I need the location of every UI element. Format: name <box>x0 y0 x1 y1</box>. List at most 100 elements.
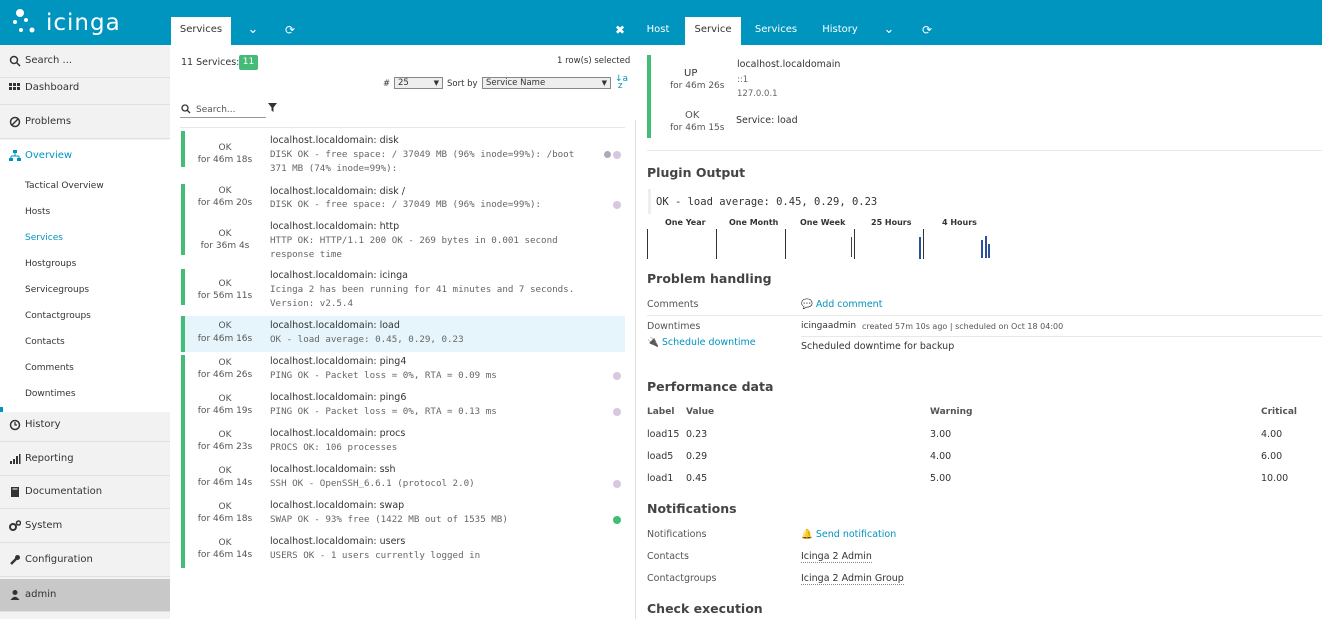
service-since: for 36m 4s <box>200 241 250 251</box>
sidebar-sub-servicegroups[interactable]: Servicegroups <box>0 277 170 303</box>
sidebar-sub-comments[interactable]: Comments <box>0 355 170 381</box>
sidebar-sub-contactgroups[interactable]: Contactgroups <box>0 303 170 329</box>
service-name[interactable]: localhost.localdomain: http <box>270 221 400 232</box>
host-name[interactable]: localhost.localdomain <box>737 59 841 70</box>
state-bar <box>181 316 185 352</box>
sidebar-sub-downtimes[interactable]: Downtimes <box>0 381 170 407</box>
table-row[interactable]: OK for 46m 23s localhost.localdomain: pr… <box>180 427 625 463</box>
table-row[interactable]: OK for 46m 18s localhost.localdomain: sw… <box>180 499 625 535</box>
service-state: OK <box>218 502 232 512</box>
service-output: DISK OK - free space: / 37049 MB (96% in… <box>270 149 575 160</box>
tab-services[interactable]: Services <box>754 24 798 35</box>
dashboard-icon <box>9 83 20 90</box>
service-name[interactable]: localhost.localdomain: procs <box>270 428 406 439</box>
service-state: OK <box>218 229 232 239</box>
filter-icon[interactable] <box>268 103 277 112</box>
perf-warning: 5.00 <box>930 473 952 484</box>
search-input-field[interactable]: Search... <box>180 102 266 118</box>
table-row[interactable]: OK for 56m 11s localhost.localdomain: ic… <box>180 269 625 309</box>
refresh-icon[interactable]: ⟳ <box>921 23 933 37</box>
service-output: OK - load average: 0.45, 0.29, 0.23 <box>270 334 464 345</box>
sidebar-sub-contacts[interactable]: Contacts <box>0 329 170 355</box>
close-icon[interactable]: ✖ <box>614 23 626 37</box>
table-row[interactable]: OK for 36m 4s localhost.localdomain: htt… <box>180 219 625 260</box>
perf-label: load5 <box>647 451 674 462</box>
contactgroups-link[interactable]: Icinga 2 Admin Group <box>801 573 904 585</box>
table-row[interactable]: OK for 46m 19s localhost.localdomain: pi… <box>180 391 625 427</box>
sidebar-search-input[interactable]: Search ... <box>25 55 73 66</box>
sidebar-item-configuration[interactable]: Configuration <box>0 544 170 577</box>
service-name[interactable]: localhost.localdomain: disk <box>270 135 399 146</box>
caret-down-icon: ▼ <box>433 79 439 87</box>
refresh-icon[interactable]: ⟳ <box>284 23 296 37</box>
sidebar-item-label: System <box>25 520 63 531</box>
table-row[interactable]: OK for 46m 20s localhost.localdomain: di… <box>180 184 625 220</box>
sidebar-item-system[interactable]: System <box>0 510 170 543</box>
table-row[interactable]: OK for 46m 14s localhost.localdomain: ss… <box>180 463 625 499</box>
sidebar-item-problems[interactable]: Problems <box>0 106 170 139</box>
sidebar-search[interactable]: Search ... <box>0 45 170 78</box>
service-state: OK <box>218 538 232 548</box>
sidebar-item-overview[interactable]: Overview <box>0 140 170 173</box>
search-icon <box>9 55 21 67</box>
table-row[interactable]: OK for 46m 26s localhost.localdomain: pi… <box>180 355 625 391</box>
sidebar-item-dashboard[interactable]: Dashboard <box>0 72 170 105</box>
service-since: for 46m 20s <box>197 198 253 208</box>
comment-icon: 💬 <box>801 299 813 310</box>
send-notification-link[interactable]: 🔔 Send notification <box>801 529 896 540</box>
tab-service[interactable]: Service <box>685 17 741 45</box>
schedule-downtime-link[interactable]: 🔌 Schedule downtime <box>647 337 756 348</box>
bell-icon: 🔔 <box>801 529 813 540</box>
sidebar-sub-services[interactable]: Services <box>0 225 170 251</box>
chevron-down-icon[interactable]: ⌄ <box>883 22 895 37</box>
chevron-down-icon[interactable]: ⌄ <box>247 22 259 37</box>
table-row[interactable]: OK for 46m 18s localhost.localdomain: di… <box>180 131 625 174</box>
add-comment-link[interactable]: 💬 Add comment <box>801 299 882 310</box>
sparkline-mark <box>981 240 983 258</box>
service-name[interactable]: localhost.localdomain: load <box>270 320 400 331</box>
tab-history[interactable]: History <box>822 24 858 35</box>
sparkline-mark <box>919 237 921 259</box>
perf-critical: 6.00 <box>1261 451 1283 462</box>
sidebar-item-label: Configuration <box>25 554 93 565</box>
service-name[interactable]: localhost.localdomain: ssh <box>270 464 396 475</box>
sidebar-sub-tactical[interactable]: Tactical Overview <box>0 173 170 199</box>
perf-header-label: Label <box>647 407 675 417</box>
sort-select[interactable]: Service Name ▼ <box>482 77 611 89</box>
wrench-icon <box>10 555 20 565</box>
table-row[interactable]: OK for 46m 14s localhost.localdomain: us… <box>180 535 625 568</box>
service-state: OK <box>685 110 700 121</box>
service-name[interactable]: localhost.localdomain: ping4 <box>270 356 407 367</box>
limit-select[interactable]: 25 ▼ <box>394 77 443 89</box>
service-name[interactable]: localhost.localdomain: icinga <box>270 270 408 281</box>
sparkline-mark <box>851 237 852 257</box>
status-dot <box>613 408 621 416</box>
sidebar-sub-hostgroups[interactable]: Hostgroups <box>0 251 170 277</box>
sidebar-item-reporting[interactable]: Reporting <box>0 443 170 476</box>
sidebar-item-documentation[interactable]: Documentation <box>0 476 170 509</box>
search-input[interactable]: Search... <box>196 105 236 115</box>
state-bar <box>647 55 651 138</box>
search-icon <box>181 104 191 114</box>
icinga-logo[interactable]: icinga <box>12 6 120 38</box>
sidebar-item-history[interactable]: History <box>0 409 170 442</box>
service-output: PROCS OK: 106 processes <box>270 442 398 453</box>
sidebar-sub-hosts[interactable]: Hosts <box>0 199 170 225</box>
sort-direction-icon[interactable]: ↓a z <box>615 74 629 91</box>
service-name[interactable]: localhost.localdomain: ping6 <box>270 392 407 403</box>
tab-services-list[interactable]: Services <box>171 17 231 45</box>
graph-label: 4 Hours <box>942 218 977 227</box>
service-state: OK <box>218 279 232 289</box>
service-name[interactable]: localhost.localdomain: disk / <box>270 186 405 197</box>
contacts-link[interactable]: Icinga 2 Admin <box>801 551 872 563</box>
tab-host[interactable]: Host <box>646 24 670 35</box>
sidebar-item-admin[interactable]: admin <box>0 579 170 612</box>
sitemap-icon <box>9 150 21 161</box>
table-row-selected[interactable]: OK for 46m 16s localhost.localdomain: lo… <box>180 316 625 352</box>
rows-selected: 1 row(s) selected <box>557 56 631 66</box>
perf-header-critical: Critical <box>1261 407 1298 417</box>
sidebar-sub-label: Servicegroups <box>25 285 90 295</box>
service-name[interactable]: localhost.localdomain: users <box>270 536 406 547</box>
check-execution-heading: Check execution <box>647 601 763 616</box>
service-name[interactable]: localhost.localdomain: swap <box>270 500 405 511</box>
